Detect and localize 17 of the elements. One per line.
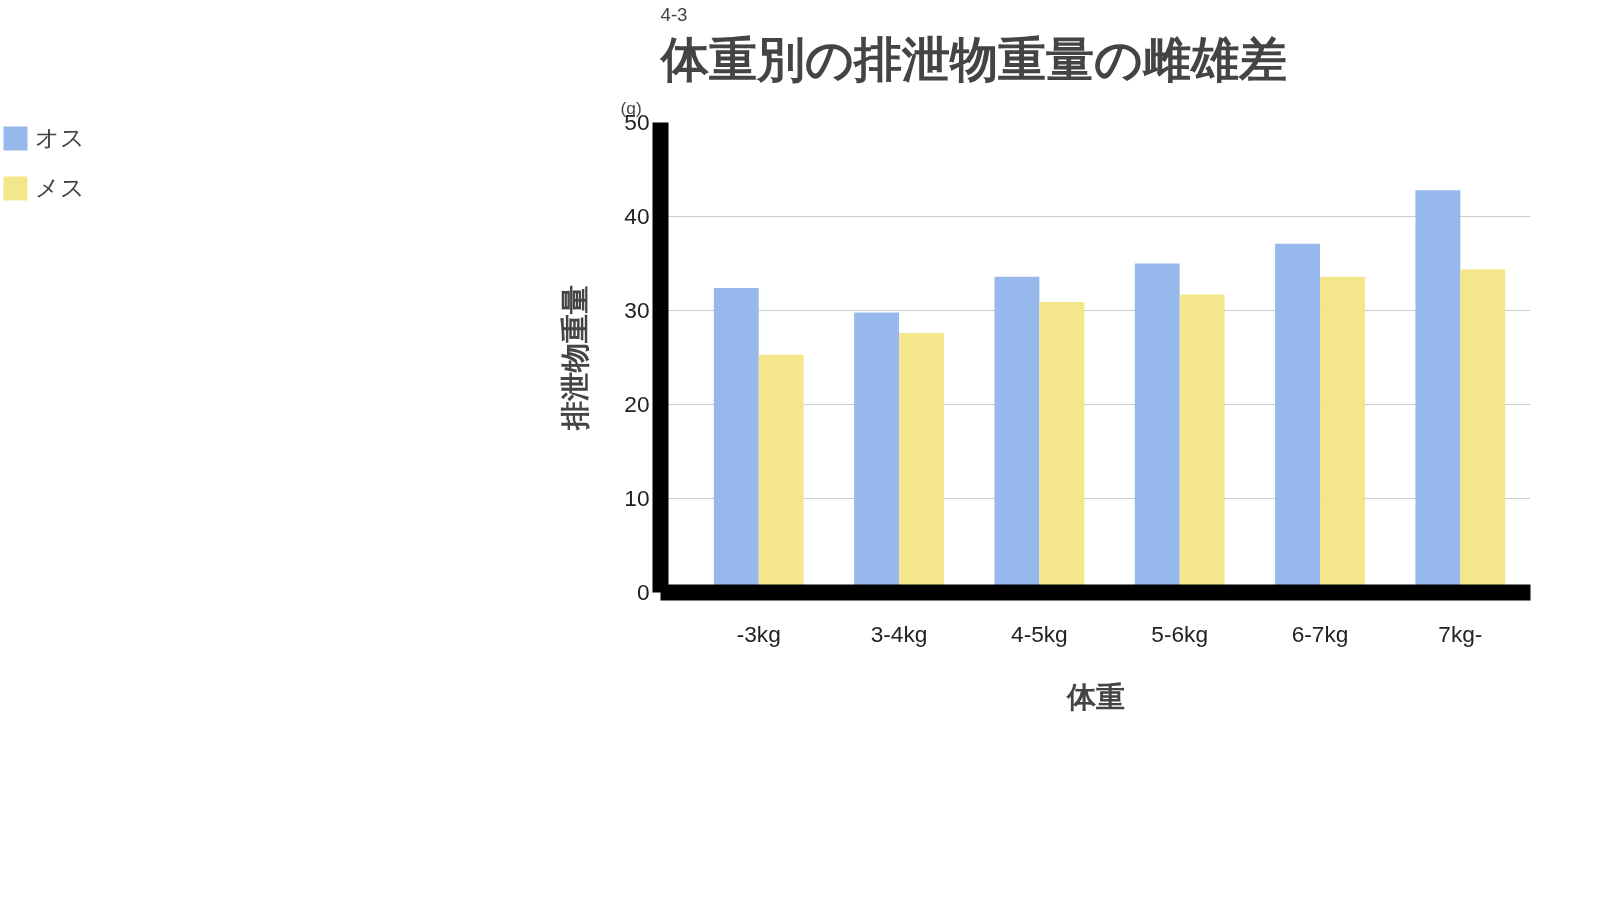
x-tick-label: 7kg-	[1438, 620, 1483, 647]
y-tick-label: 20	[624, 391, 650, 417]
legend-label: メス	[35, 173, 85, 203]
chart-title: 体重別の排泄物重量の雌雄差	[658, 32, 1287, 86]
x-tick-label: -3kg	[736, 620, 781, 647]
legend-label: オス	[35, 123, 85, 153]
x-tick-label: 3-4kg	[870, 620, 928, 647]
y-tick-label: 10	[624, 485, 650, 511]
x-tick-label: 4-5kg	[1011, 620, 1068, 647]
y-tick-label: 40	[624, 203, 650, 229]
text: 4-3	[660, 3, 688, 25]
y-axis-title: 排泄物重量	[558, 285, 592, 431]
y-tick-label: 30	[624, 297, 650, 323]
x-tick-label: 6-7kg	[1291, 620, 1349, 647]
y-tick-label: 0	[636, 579, 650, 605]
x-axis-title: 体重	[1065, 679, 1125, 713]
x-tick-label: 5-6kg	[1151, 620, 1209, 647]
